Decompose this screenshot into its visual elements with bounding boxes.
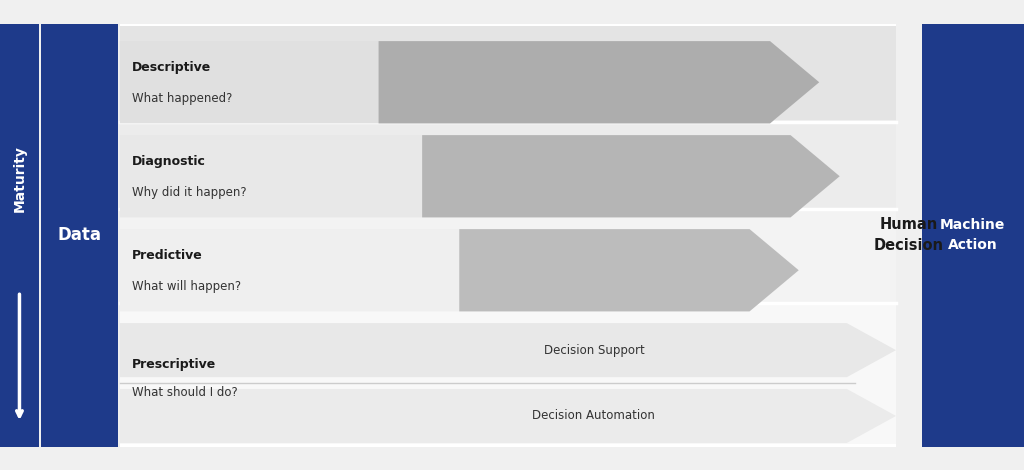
Bar [120, 120, 896, 209]
Polygon shape [120, 323, 896, 377]
Polygon shape [120, 229, 799, 311]
Bar [0, 24, 39, 446]
Text: Decision Support: Decision Support [544, 344, 644, 357]
Text: Prescriptive: Prescriptive [132, 358, 216, 371]
Bar [41, 24, 118, 446]
Text: Why did it happen?: Why did it happen? [132, 186, 247, 199]
Bar [120, 303, 896, 444]
Polygon shape [120, 135, 840, 217]
Bar [120, 26, 896, 122]
Text: Maturity: Maturity [12, 145, 27, 212]
Bar [120, 209, 896, 303]
Bar [120, 24, 896, 446]
Text: What happened?: What happened? [132, 92, 232, 105]
Polygon shape [120, 389, 896, 443]
Polygon shape [459, 229, 799, 311]
Text: What will happen?: What will happen? [132, 280, 242, 293]
Text: Decision Automation: Decision Automation [532, 409, 655, 423]
Text: Predictive: Predictive [132, 249, 203, 262]
Text: Machine
Action: Machine Action [940, 218, 1006, 252]
Text: Descriptive: Descriptive [132, 61, 211, 74]
Bar [922, 24, 1024, 446]
Polygon shape [379, 41, 819, 124]
Text: Human
Decision: Human Decision [873, 217, 944, 253]
Text: What should I do?: What should I do? [132, 386, 238, 399]
Text: Data: Data [57, 226, 101, 244]
Text: Diagnostic: Diagnostic [132, 155, 206, 168]
Polygon shape [422, 135, 840, 217]
Polygon shape [120, 41, 819, 124]
